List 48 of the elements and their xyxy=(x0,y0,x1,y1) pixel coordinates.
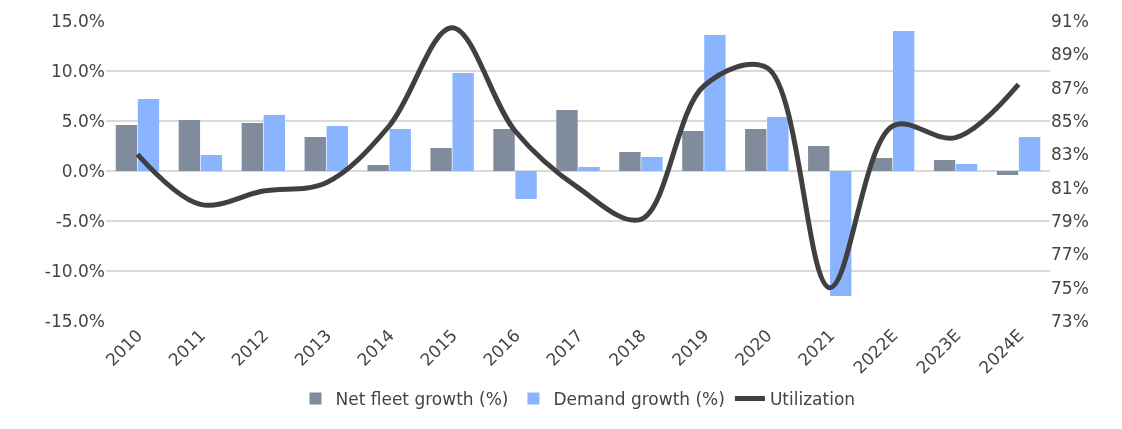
bar xyxy=(578,167,600,171)
bar xyxy=(619,152,641,171)
y-tick-label: -10.0% xyxy=(44,260,105,281)
y-tick-label: 5.0% xyxy=(61,110,105,131)
y2-tick-label: 89% xyxy=(1051,44,1089,65)
bar xyxy=(893,31,915,171)
bar xyxy=(389,129,411,171)
bar xyxy=(767,117,789,171)
bar xyxy=(326,126,348,171)
y2-tick-label: 87% xyxy=(1051,77,1089,98)
y-tick-label: 15.0% xyxy=(50,10,105,31)
bar xyxy=(115,125,138,171)
y2-tick-label: 73% xyxy=(1051,310,1089,331)
bar xyxy=(1018,137,1041,171)
bar xyxy=(452,73,474,171)
y-tick-label: 0.0% xyxy=(61,160,105,181)
y2-tick-label: 75% xyxy=(1051,277,1089,298)
bar xyxy=(493,129,515,171)
bar xyxy=(641,157,663,171)
bar xyxy=(178,120,201,171)
bar xyxy=(304,137,326,171)
bar xyxy=(704,35,726,171)
legend-label: Demand growth (%) xyxy=(553,389,725,410)
bar xyxy=(933,160,956,171)
bar xyxy=(200,155,223,171)
bar xyxy=(556,110,578,171)
bar xyxy=(682,131,704,171)
bar xyxy=(430,148,452,171)
bar xyxy=(808,146,830,171)
bar xyxy=(137,99,160,171)
y2-tick-label: 83% xyxy=(1051,144,1089,165)
bar xyxy=(996,171,1019,175)
y2-tick-label: 85% xyxy=(1051,110,1089,131)
bar xyxy=(515,171,537,199)
y2-tick-label: 77% xyxy=(1051,244,1089,265)
y-tick-label: -5.0% xyxy=(55,210,105,231)
bar xyxy=(367,165,389,171)
y2-tick-label: 81% xyxy=(1051,177,1089,198)
y2-tick-label: 79% xyxy=(1051,210,1089,231)
legend-label: Net fleet growth (%) xyxy=(335,389,509,410)
bar xyxy=(955,164,978,171)
bar xyxy=(241,123,263,171)
bar xyxy=(263,115,286,171)
y-tick-label: -15.0% xyxy=(44,310,105,331)
legend-label: Utilization xyxy=(769,389,856,410)
y2-tick-label: 91% xyxy=(1051,10,1089,31)
y-tick-label: 10.0% xyxy=(50,60,105,81)
bar xyxy=(745,129,767,171)
